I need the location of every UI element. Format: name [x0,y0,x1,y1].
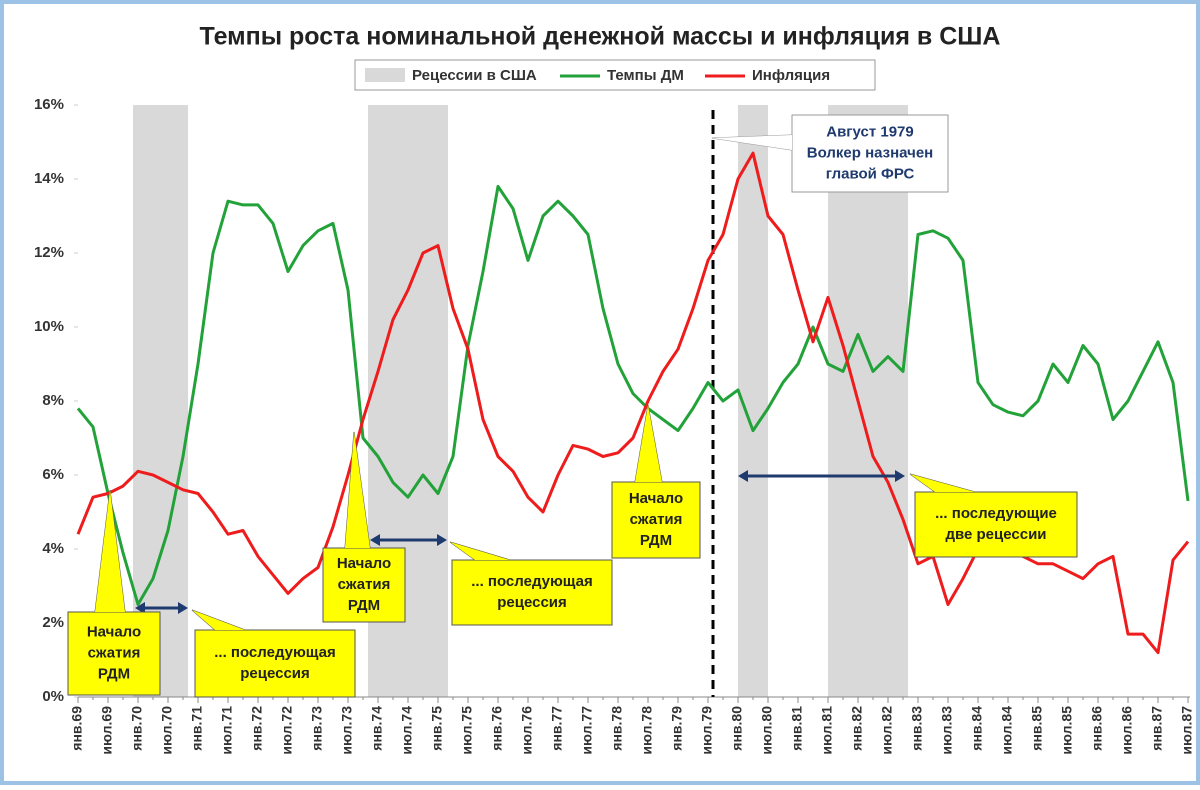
x-tick-label: июл.69 [99,706,115,755]
y-tick-label: 0% [42,688,64,705]
x-tick-label: янв.76 [489,706,505,751]
x-tick-label: июл.75 [459,706,475,755]
y-tick-label: 4% [42,540,64,557]
callout-text: две рецессии [945,526,1046,543]
x-tick-label: янв.87 [1149,706,1165,751]
callout-text: Начало [629,490,683,507]
x-tick-label: июл.81 [819,706,835,755]
x-tick-label: июл.71 [219,706,235,755]
callout-box [914,491,1078,558]
x-tick-label: июл.84 [999,706,1015,755]
callout-text: ... последующая [471,573,593,590]
callout-pointer-joint [635,405,662,482]
callout-text: главой ФРС [826,165,915,182]
x-tick-label: июл.74 [399,706,415,755]
x-tick-label: июл.77 [579,706,595,755]
callout-text: сжатия [338,576,391,593]
x-tick-label: июл.80 [759,706,775,755]
x-tick-label: янв.85 [1029,706,1045,751]
callout-text: РДМ [640,532,672,549]
y-tick-label: 6% [42,466,64,483]
x-tick-label: янв.86 [1089,706,1105,751]
x-tick-label: янв.71 [189,706,205,751]
callout-pointer-joint [345,432,370,548]
callout-pointer-joint [450,542,510,560]
x-tick-label: янв.80 [729,706,745,751]
callout-text: Начало [87,623,141,640]
callout-text: Начало [337,555,391,572]
callout-box [194,629,356,698]
x-tick-label: янв.81 [789,706,805,751]
callout-box [67,611,161,696]
callout-text: РДМ [98,665,130,682]
x-tick-label: июл.76 [519,706,535,755]
x-tick-label: янв.70 [129,706,145,751]
callout-text: Волкер назначен [807,144,934,161]
x-tick-label: янв.83 [909,706,925,751]
x-tick-label: июл.70 [159,706,175,755]
x-tick-label: июл.87 [1179,706,1195,755]
callout-pointer-joint [95,490,125,612]
callout-text: РДМ [348,597,380,614]
x-tick-label: июл.72 [279,706,295,755]
legend-box [354,59,876,91]
x-tick-label: янв.75 [429,706,445,751]
x-tick-label: янв.79 [669,706,685,751]
callout-text: ... последующие [935,505,1057,522]
chart-title: Темпы роста номинальной денежной массы и… [200,23,1001,51]
y-tick-label: 10% [34,318,64,335]
y-tick-label: 12% [34,244,64,261]
x-tick-label: июл.83 [939,706,955,755]
x-tick-label: июл.85 [1059,706,1075,755]
legend-swatch [365,68,405,82]
x-tick-label: янв.84 [969,706,985,751]
x-tick-label: июл.86 [1119,706,1135,755]
x-tick-label: янв.82 [849,706,865,751]
callout-text: рецессия [497,594,567,611]
callout-text: сжатия [630,511,683,528]
callout-text: Август 1979 [826,123,914,140]
callout-text: рецессия [240,665,310,682]
recession-band [828,105,908,697]
x-tick-label: июл.79 [699,706,715,755]
x-tick-label: июл.78 [639,706,655,755]
x-tick-label: янв.72 [249,706,265,751]
y-tick-label: 14% [34,170,64,187]
y-tick-label: 2% [42,614,64,631]
legend-label: Темпы ДМ [607,67,684,84]
callout-box [322,547,406,623]
x-tick-label: янв.74 [369,706,385,751]
x-tick-label: июл.73 [339,706,355,755]
callout-text: сжатия [88,644,141,661]
y-tick-label: 16% [34,96,64,113]
legend-label: Рецессии в США [412,67,537,84]
callout-pointer-joint [910,474,975,492]
callout-text: ... последующая [214,644,336,661]
callout-box [451,559,613,626]
callout-box [611,481,701,559]
x-tick-label: янв.73 [309,706,325,751]
x-tick-label: янв.69 [69,706,85,751]
series-line [76,184,1190,606]
y-tick-label: 8% [42,392,64,409]
callout-pointer-joint [192,610,245,630]
callout-box [791,114,949,193]
x-tick-label: июл.82 [879,706,895,755]
callout-pointer-joint [712,135,792,150]
x-tick-label: янв.77 [549,706,565,751]
x-tick-label: янв.78 [609,706,625,751]
legend-label: Инфляция [752,67,830,84]
